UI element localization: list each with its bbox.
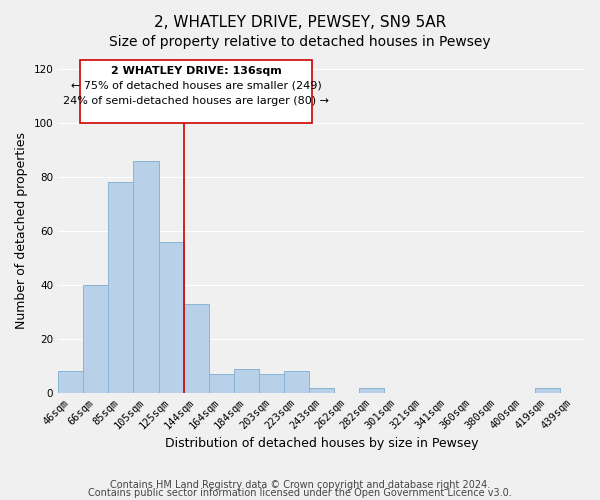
Text: ← 75% of detached houses are smaller (249): ← 75% of detached houses are smaller (24… bbox=[71, 81, 321, 91]
Text: 2, WHATLEY DRIVE, PEWSEY, SN9 5AR: 2, WHATLEY DRIVE, PEWSEY, SN9 5AR bbox=[154, 15, 446, 30]
Bar bbox=[158, 242, 184, 393]
Y-axis label: Number of detached properties: Number of detached properties bbox=[15, 132, 28, 330]
Bar bbox=[234, 368, 259, 393]
Bar bbox=[259, 374, 284, 393]
Text: Contains public sector information licensed under the Open Government Licence v3: Contains public sector information licen… bbox=[88, 488, 512, 498]
Bar bbox=[184, 304, 209, 393]
Text: 24% of semi-detached houses are larger (80) →: 24% of semi-detached houses are larger (… bbox=[63, 96, 329, 106]
Bar bbox=[83, 285, 109, 393]
Bar bbox=[109, 182, 133, 393]
Bar bbox=[359, 388, 385, 393]
Bar bbox=[209, 374, 234, 393]
Bar bbox=[284, 372, 309, 393]
Bar bbox=[535, 388, 560, 393]
Bar bbox=[58, 372, 83, 393]
Text: Contains HM Land Registry data © Crown copyright and database right 2024.: Contains HM Land Registry data © Crown c… bbox=[110, 480, 490, 490]
Bar bbox=[309, 388, 334, 393]
Text: 2 WHATLEY DRIVE: 136sqm: 2 WHATLEY DRIVE: 136sqm bbox=[110, 66, 281, 76]
Text: Size of property relative to detached houses in Pewsey: Size of property relative to detached ho… bbox=[109, 35, 491, 49]
X-axis label: Distribution of detached houses by size in Pewsey: Distribution of detached houses by size … bbox=[165, 437, 478, 450]
Bar bbox=[133, 161, 158, 393]
